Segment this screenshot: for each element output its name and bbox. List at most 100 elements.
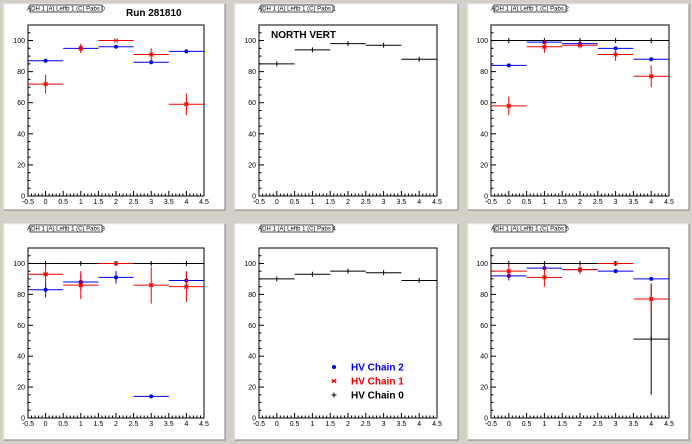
- data-point: [259, 61, 295, 67]
- pad-edge-dark: [4, 4, 226, 211]
- chart-pad: ADH 1 (A) Leftb 1 (C) Pabs 1-0.5 0 0.5 1 1.5…: [234, 3, 459, 211]
- star-marker: [506, 103, 512, 109]
- data-point: [401, 56, 437, 62]
- x-tick-label: 2: [114, 421, 118, 428]
- x-tick-label: 0.5: [290, 199, 300, 206]
- legend-label: HV Chain 1: [351, 377, 404, 388]
- data-point: [63, 260, 99, 266]
- star-marker: [613, 52, 619, 57]
- star-marker: [78, 282, 84, 288]
- y-tick-label: 40: [480, 354, 488, 361]
- star-marker: [113, 261, 119, 266]
- x-tick-label: 3.5: [397, 421, 407, 428]
- chart-title: ADH 1 (A) Leftb 1 (C) Pabs 2: [491, 7, 569, 13]
- star-marker: [577, 267, 583, 272]
- x-tick-label: 1.5: [557, 421, 567, 428]
- x-tick-label: 3: [149, 421, 153, 428]
- chart-pad: ADH 1 (A) Leftb 1 (C) Pabs 2-0.5 0 0.5 1 1.5…: [467, 3, 690, 211]
- y-tick-label: 40: [248, 354, 256, 361]
- x-tick-label: 2: [114, 199, 118, 206]
- pad-annotation: NORTH VERT: [271, 30, 336, 41]
- x-tick-label: 1: [310, 421, 314, 428]
- legend-star-marker: [331, 378, 337, 384]
- data-point: [562, 265, 598, 275]
- dot-marker: [114, 44, 118, 49]
- data-point: [98, 38, 134, 43]
- x-tick-label: 4.5: [199, 421, 209, 428]
- y-tick-label: 20: [248, 385, 256, 392]
- title-box: [260, 4, 334, 13]
- data-point: [63, 271, 99, 299]
- chart-title: ADH 1 (A) Leftb 1 (C) Pabs 0: [27, 7, 105, 13]
- data-point: [294, 271, 331, 277]
- y-tick-label: 100: [244, 38, 256, 45]
- data-point: [633, 38, 669, 44]
- x-tick-label: 0.5: [58, 421, 68, 428]
- series-chain0: [259, 41, 437, 67]
- chart-pad: ADH 1 (A) Leftb 1 (C) Pabs 0-0.5 0 0.5 1 1.5…: [3, 3, 226, 211]
- chart-title: ADH 1 (A) Leftb 1 (C) Pabs 3: [27, 227, 105, 233]
- data-point: [133, 266, 169, 304]
- data-point: [294, 47, 331, 53]
- y-tick-label: 60: [17, 100, 25, 107]
- x-tick-label: 1: [79, 199, 83, 206]
- y-tick-label: 20: [480, 162, 488, 169]
- y-tick-label: 100: [13, 38, 25, 45]
- x-tick-label: -0.5: [253, 421, 265, 428]
- y-tick-label: 60: [17, 323, 25, 330]
- x-tick-label: -0.5: [485, 421, 497, 428]
- x-tick-label: 0: [275, 421, 279, 428]
- legend-label: HV Chain 0: [351, 391, 404, 402]
- star-marker: [148, 52, 154, 57]
- x-tick-label: 3.5: [397, 199, 407, 206]
- y-tick-label: 100: [13, 261, 25, 268]
- y-tick-label: 60: [480, 100, 488, 107]
- data-point: [365, 42, 402, 48]
- star-marker: [648, 73, 654, 79]
- x-tick-label: 1.5: [94, 199, 104, 206]
- x-tick-label: 4.5: [664, 199, 674, 206]
- pad-background: [4, 224, 225, 440]
- y-tick-label: 60: [480, 323, 488, 330]
- star-marker: [43, 271, 49, 277]
- data-point: [78, 43, 84, 53]
- pad-edge-light: [234, 223, 458, 440]
- data-point: [133, 60, 169, 65]
- pad-edge-light: [234, 3, 458, 210]
- data-point: [633, 57, 669, 62]
- y-tick-label: 80: [17, 292, 25, 299]
- dot-marker: [506, 63, 511, 68]
- x-tick-label: 3.5: [629, 199, 639, 206]
- pad-annotation: Run 281810: [126, 8, 182, 19]
- data-point: [168, 49, 204, 54]
- y-tick-label: 20: [248, 162, 256, 169]
- series-chain1: [491, 261, 669, 313]
- y-tick-label: 20: [17, 162, 25, 169]
- x-tick-label: 2.5: [593, 199, 603, 206]
- star-marker: [148, 282, 154, 288]
- x-tick-label: 1: [310, 199, 314, 206]
- y-tick-label: 20: [480, 385, 488, 392]
- x-tick-label: 4.5: [432, 199, 442, 206]
- data-point: [491, 265, 527, 278]
- x-tick-label: 3.5: [164, 421, 174, 428]
- dot-marker: [649, 276, 654, 281]
- x-tick-label: 2: [346, 199, 350, 206]
- x-tick-label: 0.5: [290, 421, 300, 428]
- legend-entry: HV Chain 1: [331, 377, 404, 388]
- x-tick-label: 0.5: [522, 421, 532, 428]
- x-tick-label: 3: [149, 199, 153, 206]
- x-tick-label: 2.5: [593, 421, 603, 428]
- pad-edge-dark: [468, 224, 690, 441]
- chart-title: ADH 1 (A) Leftb 1 (C) Pabs 1: [258, 7, 336, 13]
- y-tick-label: 80: [480, 69, 488, 76]
- data-point: [259, 276, 295, 282]
- x-tick-label: 3.5: [164, 199, 174, 206]
- y-tick-label: 100: [244, 261, 256, 268]
- x-tick-label: 1.5: [325, 421, 335, 428]
- data-point: [597, 261, 634, 266]
- x-tick-label: -0.5: [22, 421, 34, 428]
- y-tick-label: 80: [248, 69, 256, 76]
- data-point: [98, 261, 134, 266]
- chart-title: ADH 1 (A) Leftb 1 (C) Pabs 4: [258, 227, 336, 233]
